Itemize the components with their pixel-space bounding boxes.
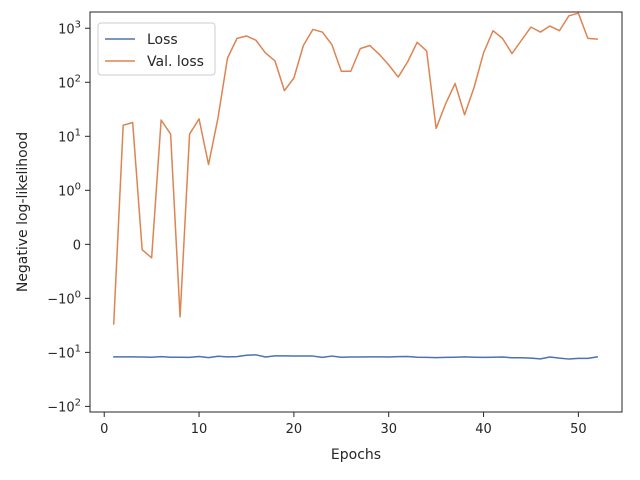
series-line-loss: [112, 354, 599, 360]
y-tick-label: 0: [73, 238, 81, 253]
y-tick-label: −100: [47, 289, 81, 307]
axes-layer: 0 10 20 30 40 50 −102 −101 −100 0 100 101 102 103: [47, 11, 623, 437]
legend-box: [97, 22, 216, 76]
y-tick-label: 100: [58, 181, 81, 199]
x-tick-label: 10: [191, 422, 208, 437]
y-tick-label: 102: [58, 73, 81, 91]
axes-frame: [89, 11, 623, 413]
series-line-val-loss: [112, 12, 599, 325]
x-tick-label: 20: [286, 422, 303, 437]
y-tick-label: −102: [47, 397, 81, 415]
series-layer: [112, 12, 599, 360]
x-tick-label: 40: [475, 422, 492, 437]
x-tick-label: 50: [570, 422, 587, 437]
legend: Loss Val. loss: [97, 22, 216, 76]
x-tick-label: 0: [100, 422, 108, 437]
y-tick-label: 101: [58, 127, 81, 145]
x-tick-label: 30: [380, 422, 397, 437]
legend-entry-label: Loss: [147, 32, 178, 48]
y-tick-label: −101: [47, 343, 81, 361]
y-tick-label: 103: [58, 19, 81, 37]
y-axis-label: Negative log-likelihood: [15, 132, 31, 292]
x-axis-label: Epochs: [331, 447, 381, 463]
legend-entry-label: Val. loss: [147, 54, 204, 70]
